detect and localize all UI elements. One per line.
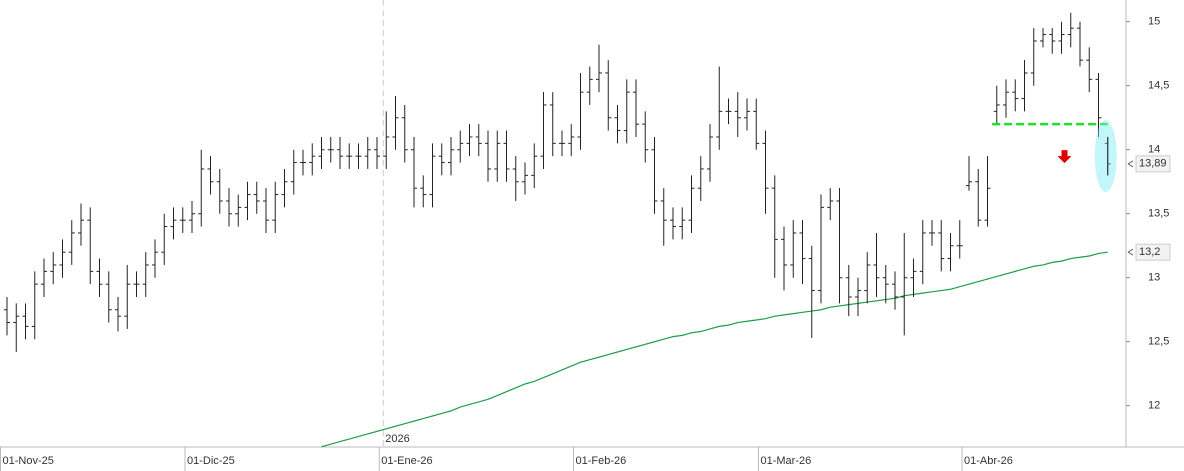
y-tick-label: 14 <box>1148 144 1160 156</box>
x-tick-label: 01-Nov-25 <box>3 455 54 467</box>
year-label: 2026 <box>385 433 409 445</box>
y-tick-label: 13 <box>1148 272 1160 284</box>
price-marker-box <box>1135 243 1171 261</box>
y-axis-area <box>1126 0 1184 471</box>
down-arrow <box>1057 150 1072 164</box>
moving-average-line <box>321 251 1108 448</box>
x-tick-label: 01-Ene-26 <box>381 455 432 467</box>
y-tick-label: 15 <box>1148 16 1160 28</box>
x-tick-label: 01-Mar-26 <box>761 455 812 467</box>
y-tick-label: 12,5 <box>1148 336 1169 348</box>
x-tick-label: 01-Dic-25 <box>187 455 235 467</box>
price-pointer <box>1127 160 1134 168</box>
x-tick-label: 01-Abr-26 <box>964 455 1013 467</box>
y-tick-label: 14,5 <box>1148 80 1169 92</box>
price-marker-box <box>1135 155 1171 173</box>
highlight <box>1094 120 1117 193</box>
y-tick-label: 13,5 <box>1148 208 1169 220</box>
price-pointer <box>1127 248 1134 256</box>
price-marker-label: 13,89 <box>1139 158 1167 170</box>
price-marker-label: 13,2 <box>1139 246 1160 258</box>
y-tick-label: 12 <box>1148 400 1160 412</box>
x-tick-label: 01-Feb-26 <box>576 455 627 467</box>
